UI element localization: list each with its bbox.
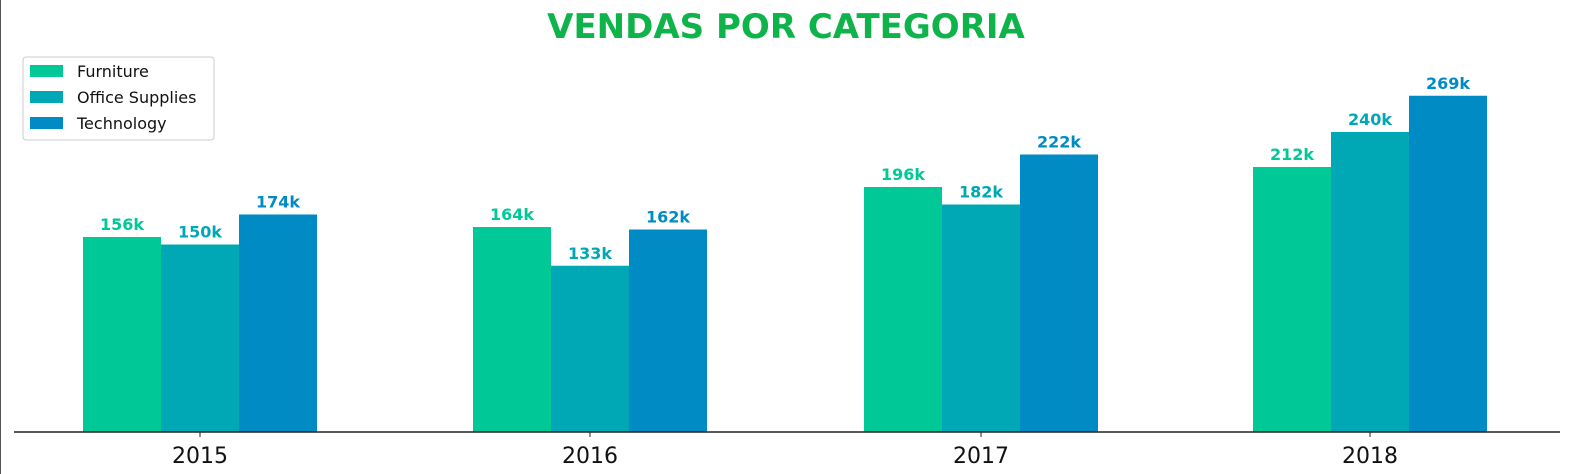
bar-furniture-2016 <box>473 227 551 432</box>
x-tick-label-2015: 2015 <box>172 444 228 469</box>
data-label-furniture-2018: 212k <box>1270 145 1314 164</box>
x-tick-label-2016: 2016 <box>562 444 618 469</box>
legend-label-technology: Technology <box>76 114 167 133</box>
data-label-technology-2017: 222k <box>1037 133 1081 152</box>
bar-technology-2015 <box>239 214 317 432</box>
x-ticks-layer: 2015 2016 2017 2018 <box>172 432 1398 469</box>
bar-office-supplies-2016 <box>551 265 629 432</box>
bar-technology-2018 <box>1409 95 1487 432</box>
legend-swatch-office-supplies <box>30 91 63 103</box>
data-labels-layer: 156k 150k 174k 164k 133k 162k 196k 182k 222k 212k… <box>100 74 1470 263</box>
data-label-office-supplies-2015: 150k <box>178 223 222 242</box>
x-tick-label-2018: 2018 <box>1342 444 1398 469</box>
data-label-furniture-2015: 156k <box>100 215 144 234</box>
data-label-technology-2015: 174k <box>256 193 300 212</box>
legend-frame <box>22 56 215 141</box>
data-label-technology-2016: 162k <box>646 208 690 227</box>
x-tick-label-2017: 2017 <box>953 444 1009 469</box>
legend: Furniture Office Supplies Technology <box>22 56 215 141</box>
bar-furniture-2018 <box>1253 167 1331 432</box>
frame-edge <box>0 0 1 474</box>
bar-furniture-2015 <box>83 237 161 432</box>
data-label-office-supplies-2018: 240k <box>1348 110 1392 129</box>
chart-title: VENDAS POR CATEGORIA <box>547 7 1025 47</box>
legend-label-office-supplies: Office Supplies <box>77 88 196 107</box>
bar-technology-2016 <box>629 229 707 432</box>
legend-swatch-furniture <box>30 65 63 77</box>
bars-layer <box>83 95 1487 432</box>
data-label-furniture-2017: 196k <box>881 165 925 184</box>
legend-items: Furniture Office Supplies Technology <box>30 62 196 133</box>
data-label-office-supplies-2016: 133k <box>568 244 612 263</box>
bar-technology-2017 <box>1020 154 1098 432</box>
legend-swatch-technology <box>30 117 63 129</box>
bar-office-supplies-2017 <box>942 204 1020 432</box>
bar-office-supplies-2018 <box>1331 132 1409 432</box>
data-label-technology-2018: 269k <box>1426 74 1470 93</box>
data-label-furniture-2016: 164k <box>490 205 534 224</box>
bar-office-supplies-2015 <box>161 244 239 432</box>
bar-furniture-2017 <box>864 187 942 432</box>
legend-label-furniture: Furniture <box>77 62 149 81</box>
data-label-office-supplies-2017: 182k <box>959 183 1003 202</box>
